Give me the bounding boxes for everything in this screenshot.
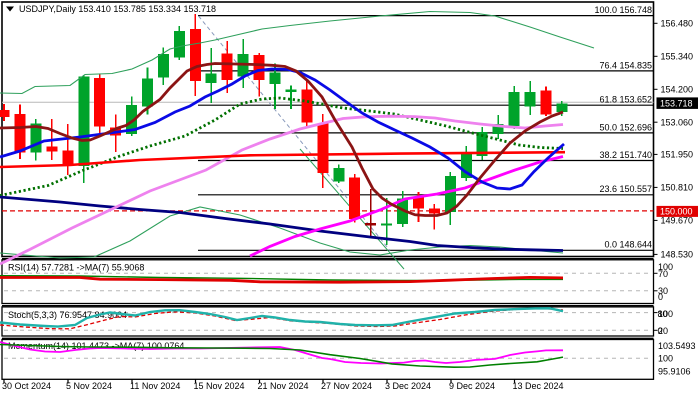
svg-text:155.340: 155.340 — [661, 52, 694, 62]
svg-text:Momentum(14) 101.4473 ->MA(7): Momentum(14) 101.4473 ->MA(7) 100.0764 — [8, 341, 184, 351]
svg-text:153.718: 153.718 — [660, 98, 693, 108]
svg-text:5 Nov 2024: 5 Nov 2024 — [66, 381, 112, 391]
svg-text:30 Oct 2024: 30 Oct 2024 — [2, 381, 51, 391]
svg-text:15 Nov 2024: 15 Nov 2024 — [194, 381, 245, 391]
svg-text:150.000: 150.000 — [660, 207, 693, 217]
svg-text:70: 70 — [658, 269, 668, 279]
svg-text:RSI(14) 57.7281 ->MA(7) 55.90: RSI(14) 57.7281 ->MA(7) 55.9068 — [8, 262, 144, 272]
svg-text:150.810: 150.810 — [661, 183, 694, 193]
svg-text:156.480: 156.480 — [661, 19, 694, 29]
svg-text:100: 100 — [658, 262, 673, 272]
svg-text:149.670: 149.670 — [661, 216, 694, 226]
svg-text:100.0 156.748: 100.0 156.748 — [594, 5, 652, 15]
svg-text:61.8 153.652: 61.8 153.652 — [599, 95, 652, 105]
svg-text:95.9106: 95.9106 — [658, 367, 691, 377]
svg-text:151.950: 151.950 — [661, 150, 694, 160]
svg-text:100: 100 — [658, 354, 673, 364]
svg-text:153.060: 153.060 — [661, 118, 694, 128]
svg-text:USDJPY,Daily 153.410 153.785: USDJPY,Daily 153.410 153.785 153.334 153… — [19, 4, 216, 14]
svg-text:76.4 154.835: 76.4 154.835 — [599, 60, 652, 70]
svg-text:3 Dec 2024: 3 Dec 2024 — [385, 381, 431, 391]
svg-text:0: 0 — [658, 326, 663, 336]
svg-text:154.200: 154.200 — [661, 85, 694, 95]
svg-text:13 Dec 2024: 13 Dec 2024 — [513, 381, 564, 391]
svg-text:50.0 152.696: 50.0 152.696 — [599, 122, 652, 132]
svg-text:100: 100 — [658, 309, 673, 319]
svg-text:9 Dec 2024: 9 Dec 2024 — [449, 381, 495, 391]
svg-text:148.530: 148.530 — [661, 250, 694, 260]
svg-text:0.0 148.644: 0.0 148.644 — [604, 240, 652, 250]
svg-text:103.5493: 103.5493 — [658, 341, 696, 351]
svg-text:23.6 150.557: 23.6 150.557 — [599, 184, 652, 194]
svg-text:0: 0 — [658, 292, 663, 302]
svg-text:27 Nov 2024: 27 Nov 2024 — [321, 381, 372, 391]
svg-text:38.2 151.740: 38.2 151.740 — [599, 150, 652, 160]
svg-text:80: 80 — [658, 309, 668, 319]
svg-text:30: 30 — [658, 286, 668, 296]
svg-text:21 Nov 2024: 21 Nov 2024 — [258, 381, 309, 391]
svg-text:11 Nov 2024: 11 Nov 2024 — [130, 381, 180, 391]
svg-text:Stoch(5,3,3) 76.9547 84.9004: Stoch(5,3,3) 76.9547 84.9004 — [8, 310, 127, 320]
svg-text:20: 20 — [658, 326, 668, 336]
